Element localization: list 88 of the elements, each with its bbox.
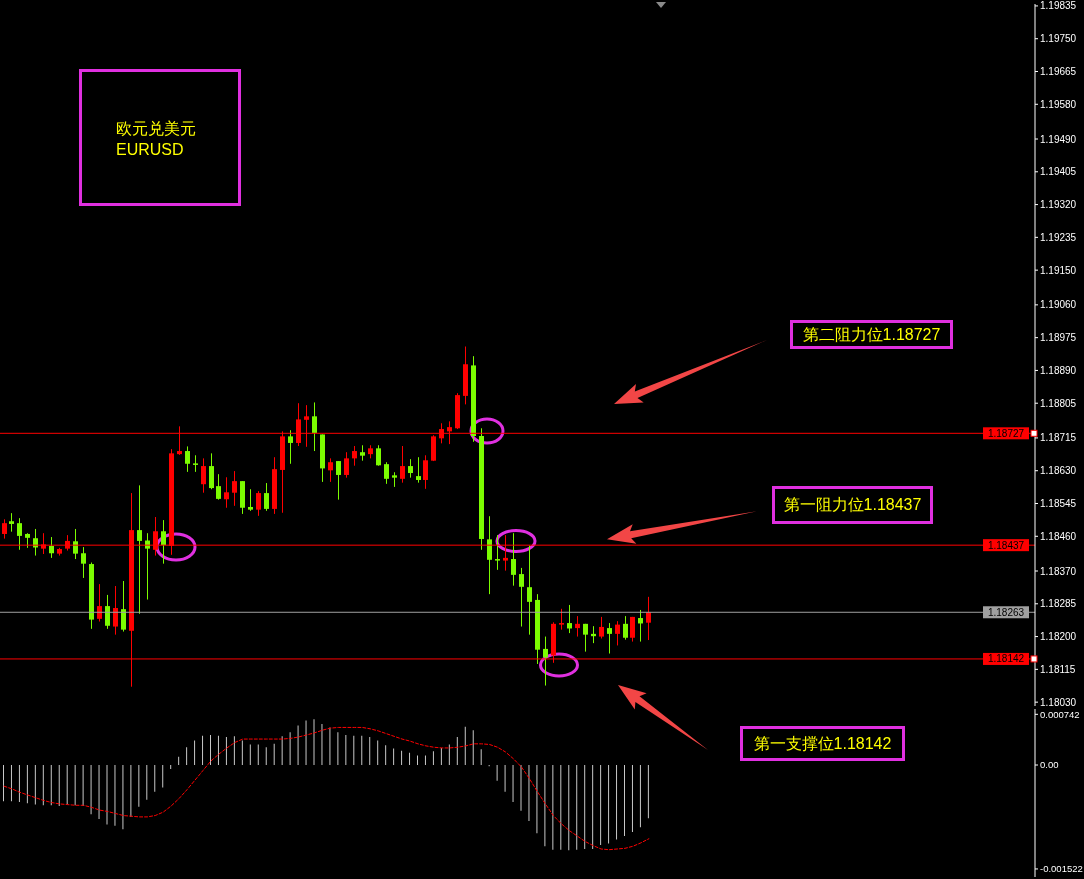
candlestick (376, 444, 381, 467)
candlestick (216, 473, 221, 501)
annotation: 第一支撑位1.18142 (753, 734, 892, 753)
candlestick (248, 488, 253, 512)
candlestick (224, 476, 229, 509)
candlestick (583, 623, 588, 653)
candlestick (73, 528, 78, 560)
candlestick (638, 609, 643, 643)
candlestick (113, 585, 118, 636)
y-tick-label: -0.001522 (1040, 863, 1083, 875)
text: EURUSD (116, 140, 185, 160)
candlestick (607, 622, 612, 655)
candlestick (567, 604, 572, 634)
candlestick (519, 567, 524, 628)
candlestick (511, 532, 516, 587)
candlestick (49, 536, 54, 559)
candlestick (105, 594, 110, 630)
candlestick (336, 460, 341, 501)
y-tick-label: 1.18030 (1040, 696, 1077, 708)
label-frame: 第一阻力位1.18437 (772, 486, 933, 525)
y-tick-label: 1.18285 (1040, 598, 1077, 610)
candlestick (543, 636, 548, 687)
candlestick (312, 401, 317, 452)
candlestick (201, 457, 206, 494)
y-tick-label: 0.00 (1040, 759, 1059, 771)
candlestick (646, 596, 651, 641)
y-tick-label: 1.18200 (1040, 631, 1077, 643)
candlestick (232, 470, 237, 507)
y-tick-label: 1.18975 (1040, 332, 1077, 344)
candlestick (630, 616, 635, 643)
y-tick-label: 1.18890 (1040, 364, 1077, 376)
candlestick (408, 458, 413, 479)
candlestick (328, 457, 333, 483)
label-frame: 第二阻力位1.18727 (790, 320, 953, 349)
candlestick (256, 490, 261, 517)
candlestick (599, 616, 604, 639)
ref-line-label: 1.18142 (987, 653, 1025, 665)
y-tick-label: 1.19490 (1040, 133, 1077, 145)
line-series (3, 726, 650, 851)
candlestick (209, 452, 214, 490)
y-tick-label: 1.18630 (1040, 465, 1077, 477)
y-tick-label: 1.18805 (1040, 397, 1077, 409)
candlestick (559, 608, 564, 631)
label-frame: 第一支撑位1.18142 (740, 726, 905, 761)
candlestick (416, 456, 421, 484)
y-tick-label: 1.18715 (1040, 432, 1077, 444)
y-tick-label: 1.19150 (1040, 264, 1077, 276)
candlestick (121, 580, 126, 633)
y-tick-label: 1.19320 (1040, 199, 1077, 211)
y-tick-label: 0.000742 (1040, 708, 1080, 720)
candlestick (487, 515, 492, 595)
candlestick (161, 519, 166, 565)
candlestick (185, 445, 190, 473)
candlestick (17, 517, 22, 551)
candlestick (527, 545, 532, 636)
y-tick-label: 1.19750 (1040, 33, 1077, 45)
candlestick (2, 518, 7, 540)
candlestick (615, 620, 620, 646)
candlestick (344, 451, 349, 479)
candlestick (97, 583, 102, 623)
y-tick-label: 1.19405 (1040, 166, 1077, 178)
candlestick (264, 482, 269, 512)
candlestick (9, 512, 14, 533)
y-tick-label: 1.18370 (1040, 565, 1077, 577)
candlestick (288, 429, 293, 465)
annotation: 第一阻力位1.18437 (783, 496, 922, 515)
candlestick (423, 454, 428, 490)
ref-line-label: 1.18263 (987, 606, 1025, 618)
candlestick (575, 615, 580, 638)
y-tick-label: 1.19580 (1040, 98, 1077, 110)
candlestick (384, 461, 389, 485)
y-tick-label: 1.18545 (1040, 498, 1077, 510)
candlestick (81, 546, 86, 579)
y-tick-label: 1.19835 (1040, 0, 1077, 12)
candlestick (352, 445, 357, 467)
candlestick (623, 615, 628, 641)
candlestick (495, 534, 500, 571)
candlestick (137, 484, 142, 615)
candlestick (400, 445, 405, 484)
text: 欧元兑美元 (116, 119, 196, 139)
ref-line-label: 1.18437 (987, 539, 1025, 551)
y-tick-label: 1.18115 (1040, 663, 1076, 675)
y-tick-label: 1.19235 (1040, 231, 1077, 243)
y-tick-label: 1.18460 (1040, 530, 1077, 542)
y-tick-label: 1.19060 (1040, 299, 1077, 311)
y-tick-label: 1.19665 (1040, 66, 1077, 78)
ref-line-label: 1.18727 (987, 427, 1025, 439)
annotation: 第二阻力位1.18727 (802, 325, 941, 344)
